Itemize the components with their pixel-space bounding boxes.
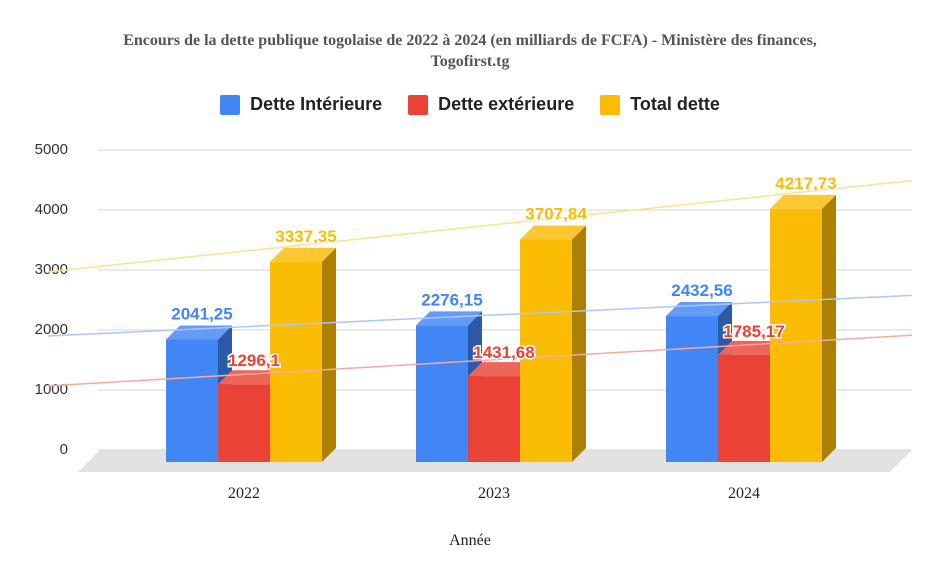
y-tick-label: 3000 <box>35 261 68 278</box>
bar <box>270 261 322 462</box>
legend-label-dette-exterieure: Dette extérieure <box>438 94 575 114</box>
legend: Dette Intérieure Dette extérieure Total … <box>0 94 940 115</box>
legend-item-dette-exterieure: Dette extérieure <box>408 94 574 115</box>
data-label: 2041,25 <box>171 305 232 324</box>
bar <box>520 239 572 462</box>
trendline <box>47 294 913 337</box>
data-label: 3707,84 <box>525 205 587 224</box>
data-label: 2276,15 <box>421 290 482 309</box>
data-label: 1296,1 <box>228 351 280 370</box>
bar-side <box>322 247 336 462</box>
chart-title-line1: Encours de la dette publique togolaise d… <box>123 32 817 49</box>
chart-title-line2: Togofirst.tg <box>430 53 510 70</box>
legend-swatch-dette-exterieure <box>408 94 429 115</box>
bar <box>468 376 520 462</box>
y-tick-label: 1000 <box>35 381 68 398</box>
legend-label-total-dette: Total dette <box>630 94 720 114</box>
x-tick-label: 2022 <box>228 485 260 502</box>
legend-swatch-dette-interieure <box>220 94 241 115</box>
bar-top <box>468 362 534 377</box>
bar <box>770 208 822 462</box>
bar <box>416 325 468 462</box>
data-label: 1431,68 <box>473 343 534 362</box>
bar <box>666 316 718 462</box>
data-label: 4217,73 <box>775 174 836 193</box>
legend-item-dette-interieure: Dette Intérieure <box>220 94 382 115</box>
y-tick-label: 0 <box>60 441 68 458</box>
bar-top <box>520 225 586 240</box>
bar <box>166 339 218 462</box>
bar-top <box>416 311 482 326</box>
bar <box>718 354 770 462</box>
y-tick-label: 5000 <box>35 141 68 158</box>
x-tick-label: 2023 <box>478 485 510 502</box>
chart-title: Encours de la dette publique togolaise d… <box>0 30 940 72</box>
trendline <box>47 179 913 273</box>
legend-label-dette-interieure: Dette Intérieure <box>250 94 383 114</box>
y-tick-label: 2000 <box>35 321 68 338</box>
bar-side <box>572 225 586 462</box>
data-label: 2432,56 <box>671 281 732 300</box>
legend-item-total-dette: Total dette <box>600 94 720 115</box>
data-label: 3337,35 <box>275 227 336 246</box>
x-tick-label: 2024 <box>728 485 760 502</box>
bar-top <box>270 247 336 262</box>
trendline <box>47 334 913 387</box>
data-label: 1785,17 <box>723 322 784 341</box>
x-axis-title: Année <box>449 532 491 549</box>
bar-top <box>770 194 836 209</box>
bar <box>218 384 270 462</box>
legend-swatch-total-dette <box>600 94 621 115</box>
y-tick-label: 4000 <box>35 201 68 218</box>
bar-side <box>822 194 836 462</box>
